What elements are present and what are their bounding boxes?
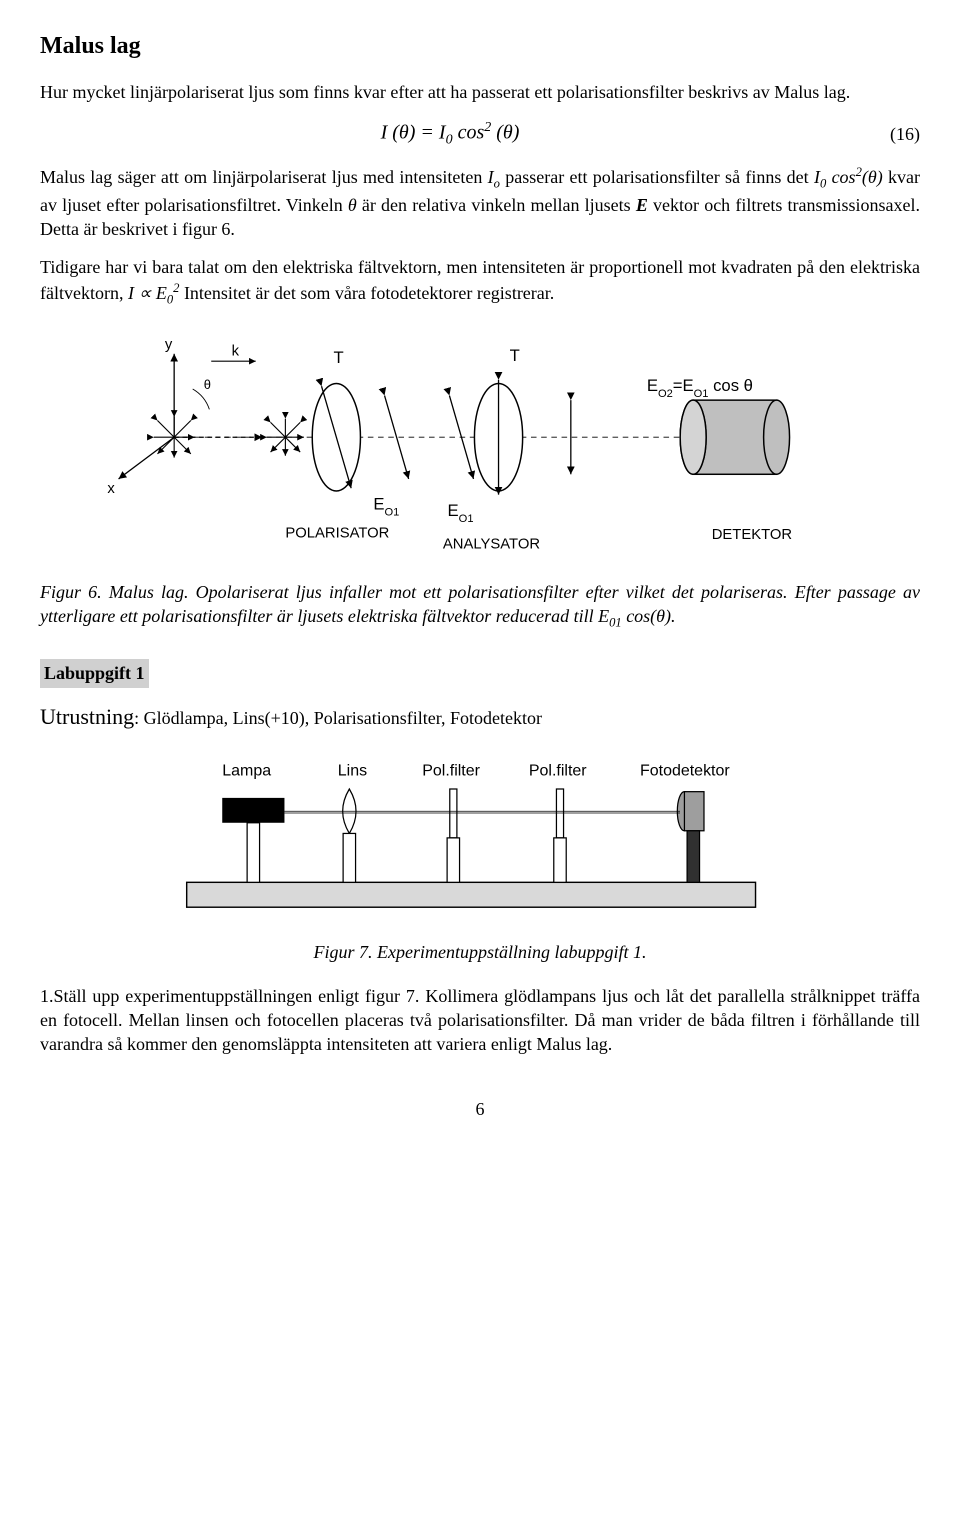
text: Intensitet är det som våra fotodetektore… xyxy=(179,283,554,303)
figure-7: Lampa Lins Pol.filter Pol.filter Fotodet… xyxy=(40,749,920,933)
page-number: 6 xyxy=(40,1097,920,1121)
equipment-line: Utrustning: Glödlampa, Lins(+10), Polari… xyxy=(40,702,920,732)
equation-16-row: I (θ) = I0 cos2 (θ) (16) xyxy=(40,119,920,151)
figure-6: y x k θ T EO1 POLARISATOR T EO1 ANALYSAT… xyxy=(40,326,920,573)
figure-6-svg: y x k θ T EO1 POLARISATOR T EO1 ANALYSAT… xyxy=(100,326,860,567)
equipment-word: Utrustning xyxy=(40,704,134,729)
expr-I-prop-E02: I ∝ E02 xyxy=(128,283,179,303)
symbol-E: E xyxy=(636,195,648,215)
malus-explanation-paragraph: Malus lag säger att om linjärpolariserat… xyxy=(40,164,920,241)
analysator-caption: ANALYSATOR xyxy=(443,537,540,553)
theta-label: θ xyxy=(204,377,211,392)
fotodetektor-label: Fotodetektor xyxy=(640,763,730,780)
lins-label: Lins xyxy=(338,763,367,780)
figure-7-caption: Figur 7. Experimentuppställning labuppgi… xyxy=(40,940,920,964)
caption-text: Figur 6. Malus lag. Opolariserat ljus in… xyxy=(40,582,920,626)
instructions-paragraph: 1.Ställ upp experimentuppställningen enl… xyxy=(40,984,920,1057)
axis-k-label: k xyxy=(232,344,240,360)
detector-equation: EO2=EO1 cos θ xyxy=(647,376,753,400)
polfilter1-label: Pol.filter xyxy=(422,763,480,780)
equation-16-number: (16) xyxy=(860,122,920,146)
text: passerar ett polarisationsfilter så finn… xyxy=(500,167,814,187)
caption-text: cos(θ). xyxy=(622,606,676,626)
equation-16: I (θ) = I0 cos2 (θ) xyxy=(40,119,860,151)
figure-6-caption: Figur 6. Malus lag. Opolariserat ljus in… xyxy=(40,580,920,632)
text: är den relativa vinkeln mellan ljusets xyxy=(357,195,636,215)
axis-x-label: x xyxy=(107,481,115,497)
text: Malus lag säger att om linjärpolariserat… xyxy=(40,167,488,187)
polarisator-T-label: T xyxy=(334,348,344,367)
figure-7-svg: Lampa Lins Pol.filter Pol.filter Fotodet… xyxy=(160,749,800,927)
expr-I0cos2: I0 cos2(θ) xyxy=(814,167,883,187)
symbol-theta: θ xyxy=(348,195,357,215)
caption-sub: 01 xyxy=(609,615,622,629)
E01-label-1: EO1 xyxy=(373,495,399,519)
analysator-T-label: T xyxy=(510,347,520,366)
lab-assignment-heading: Labuppgift 1 xyxy=(40,659,149,687)
lampa-label: Lampa xyxy=(222,763,271,780)
axis-y-label: y xyxy=(165,337,173,353)
intensity-paragraph: Tidigare har vi bara talat om den elektr… xyxy=(40,255,920,308)
intro-paragraph: Hur mycket linjärpolariserat ljus som fi… xyxy=(40,80,920,104)
polfilter2-label: Pol.filter xyxy=(529,763,587,780)
E01-label-2: EO1 xyxy=(448,501,474,525)
detektor-caption: DETEKTOR xyxy=(712,527,793,543)
equipment-list: : Glödlampa, Lins(+10), Polarisationsfil… xyxy=(134,708,542,728)
section-title: Malus lag xyxy=(40,30,920,62)
polarisator-caption: POLARISATOR xyxy=(285,526,389,542)
symbol-Io: Io xyxy=(488,167,500,187)
